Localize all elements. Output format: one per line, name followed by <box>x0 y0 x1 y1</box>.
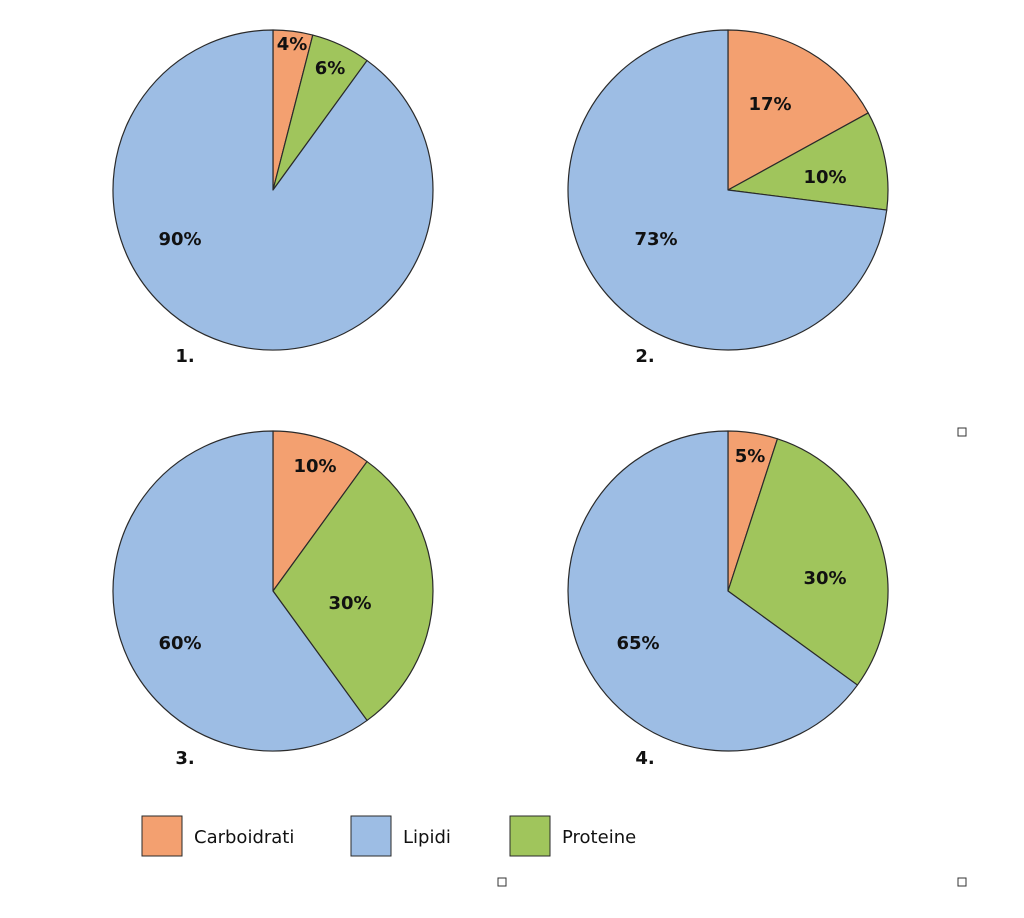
pie-slice-proteine <box>727 112 889 211</box>
slice-label-proteine: 6% <box>315 58 346 79</box>
pie-slice-lipidi <box>567 430 859 752</box>
pie-chart-4: 5% 30% 65% 4. <box>567 430 889 769</box>
legend-item-proteine: Proteine <box>509 815 636 857</box>
legend-swatch <box>350 815 392 857</box>
legend-swatch <box>141 815 183 857</box>
slice-label-lipidi: 73% <box>634 229 677 250</box>
pie-slice-lipidi <box>112 29 434 351</box>
pie-slice-carboidrati <box>727 29 869 191</box>
pie-slice-proteine <box>272 460 434 722</box>
slice-label-carboidrati: 17% <box>748 94 791 115</box>
anchor-marker <box>957 877 967 887</box>
legend-label: Carboidrati <box>194 827 294 848</box>
slice-label-carboidrati: 10% <box>293 456 336 477</box>
slice-label-carboidrati: 4% <box>277 34 308 55</box>
anchor-marker <box>957 427 967 437</box>
chart-number-label: 2. <box>635 346 654 367</box>
slice-label-proteine: 30% <box>328 593 371 614</box>
slice-label-lipidi: 90% <box>158 229 201 250</box>
pie-chart-3: 10% 30% 60% 3. <box>112 430 434 769</box>
slice-label-lipidi: 65% <box>616 633 659 654</box>
pie-slice-lipidi <box>567 29 888 351</box>
chart-number-label: 4. <box>635 748 654 769</box>
legend-label: Lipidi <box>403 827 451 848</box>
charts-group: 4% 6% 90% 1. 17% 10% 73% 2. 10% 30% 60% 3. 5% 30% 65% 4… <box>112 29 889 769</box>
pie-chart-2: 17% 10% 73% 2. <box>567 29 889 367</box>
pie-slice-proteine <box>727 438 889 686</box>
legend-item-lipidi: Lipidi <box>350 815 451 857</box>
anchor-marker <box>497 877 507 887</box>
pie-slice-carboidrati <box>272 430 368 592</box>
legend: Carboidrati Lipidi Proteine <box>141 815 636 857</box>
anchor-markers <box>497 427 967 887</box>
slice-label-carboidrati: 5% <box>735 446 766 467</box>
slice-label-lipidi: 60% <box>158 633 201 654</box>
pie-chart-1: 4% 6% 90% 1. <box>112 29 434 367</box>
chart-number-label: 1. <box>175 346 194 367</box>
chart-number-label: 3. <box>175 748 194 769</box>
pie-slice-lipidi <box>112 430 368 752</box>
legend-item-carboidrati: Carboidrati <box>141 815 294 857</box>
slice-label-proteine: 30% <box>803 568 846 589</box>
legend-label: Proteine <box>562 827 636 848</box>
legend-swatch <box>509 815 551 857</box>
slice-label-proteine: 10% <box>803 167 846 188</box>
